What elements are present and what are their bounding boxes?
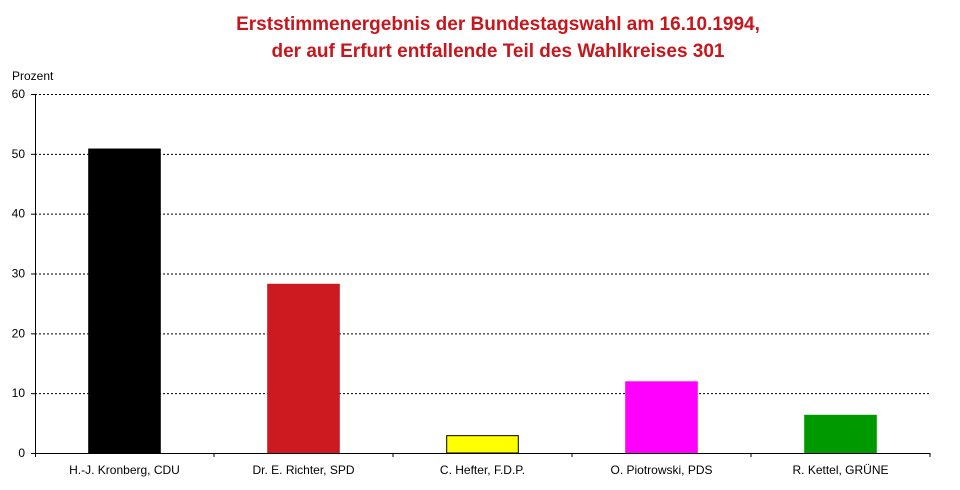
bar-2 [267, 283, 340, 454]
y-axis-label: Prozent [12, 69, 54, 83]
x-tick-label: Dr. E. Richter, SPD [252, 463, 354, 477]
bar-4 [625, 381, 698, 454]
x-tick-label: H.-J. Kronberg, CDU [69, 463, 180, 477]
bar-1 [88, 148, 161, 454]
y-tick-label: 10 [12, 386, 26, 400]
y-tick-label: 50 [12, 147, 26, 161]
gridlines [35, 94, 930, 395]
tick-labels: 0 10 20 30 40 50 60 H.-J. Kronberg, CDU Dr. E. R… [12, 87, 889, 477]
x-tick-label: R. Kettel, GRÜNE [792, 463, 888, 477]
y-tick-label: 30 [12, 267, 26, 281]
chart-title-line-2: der auf Erfurt entfallende Teil des Wahl… [272, 41, 725, 62]
bars [88, 148, 877, 454]
x-tick-label: C. Hefter, F.D.P. [440, 463, 525, 477]
y-tick-label: 0 [18, 446, 25, 460]
axes [31, 94, 931, 457]
chart-title-line-1: Erststimmenergebnis der Bundestagswahl a… [236, 14, 760, 35]
x-tick-label: O. Piotrowski, PDS [610, 463, 712, 477]
y-tick-label: 40 [12, 207, 26, 221]
bar-3 [446, 435, 519, 454]
y-tick-label: 60 [12, 87, 26, 101]
y-tick-label: 20 [12, 326, 26, 340]
bar-5 [804, 414, 877, 454]
